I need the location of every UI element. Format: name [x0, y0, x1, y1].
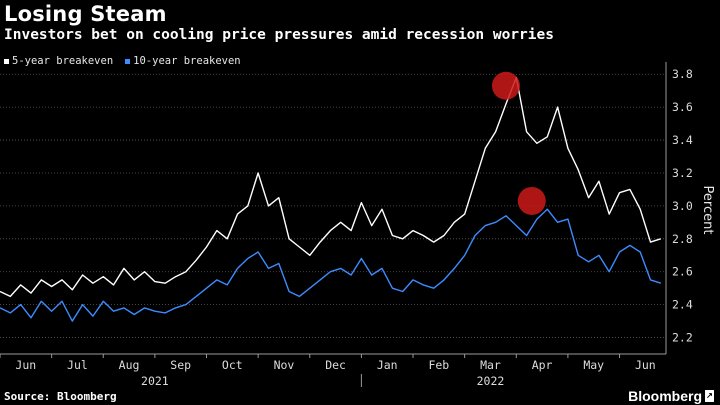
- x-tick-label: Jul: [67, 358, 88, 372]
- y-tick-label: 3.2: [672, 166, 693, 180]
- series-line-10yr: [0, 208, 662, 322]
- x-tick-label: May: [583, 358, 604, 372]
- y-tick-label: 3.4: [672, 133, 693, 147]
- legend-label-10yr: 10-year breakeven: [133, 55, 241, 67]
- x-tick-label: Dec: [325, 358, 346, 372]
- x-tick-label: Jan: [377, 358, 398, 372]
- legend-item-10yr: 10-year breakeven: [125, 55, 241, 67]
- legend-label-5yr: 5-year breakeven: [12, 55, 114, 67]
- x-tick-label: Mar: [480, 358, 501, 372]
- chart-subtitle: Investors bet on cooling price pressures…: [4, 27, 554, 43]
- x-tick-label: Feb: [428, 358, 449, 372]
- year-label: 2022: [477, 374, 505, 388]
- year-label: 2021: [141, 374, 169, 388]
- x-tick-label: Sep: [170, 358, 191, 372]
- x-tick-label: Apr: [532, 358, 553, 372]
- x-tick-label: Jun: [635, 358, 656, 372]
- y-tick-label: 2.4: [672, 298, 693, 312]
- legend-swatch-5yr: [4, 58, 9, 64]
- x-tick-label: Jun: [15, 358, 36, 372]
- brand-mark-icon: ↗: [705, 390, 714, 402]
- y-tick-label: 2.8: [672, 232, 693, 246]
- y-tick-label: 2.6: [672, 265, 693, 279]
- x-tick-label: Aug: [119, 358, 140, 372]
- x-tick-label: Nov: [274, 358, 295, 372]
- y-tick-label: 2.2: [672, 331, 693, 345]
- source-note: Source: Bloomberg: [4, 390, 117, 403]
- chart-title: Losing Steam: [4, 2, 167, 26]
- brand-logo: Bloomberg ↗: [628, 388, 714, 404]
- x-tick-label: Oct: [222, 358, 243, 372]
- legend-swatch-10yr: [125, 58, 131, 64]
- y-tick-label: 3.6: [672, 100, 693, 114]
- peak-highlight-circle: [517, 186, 546, 215]
- series-line-5yr: [0, 76, 662, 298]
- legend: 5-year breakeven 10-year breakeven: [4, 55, 241, 67]
- peak-highlight-circle: [491, 71, 520, 100]
- brand-name: Bloomberg: [628, 388, 702, 404]
- legend-item-5yr: 5-year breakeven: [4, 55, 113, 67]
- y-axis-title: Percent: [700, 186, 715, 235]
- y-tick-label: 3.8: [672, 67, 693, 81]
- y-tick-label: 3.0: [672, 199, 693, 213]
